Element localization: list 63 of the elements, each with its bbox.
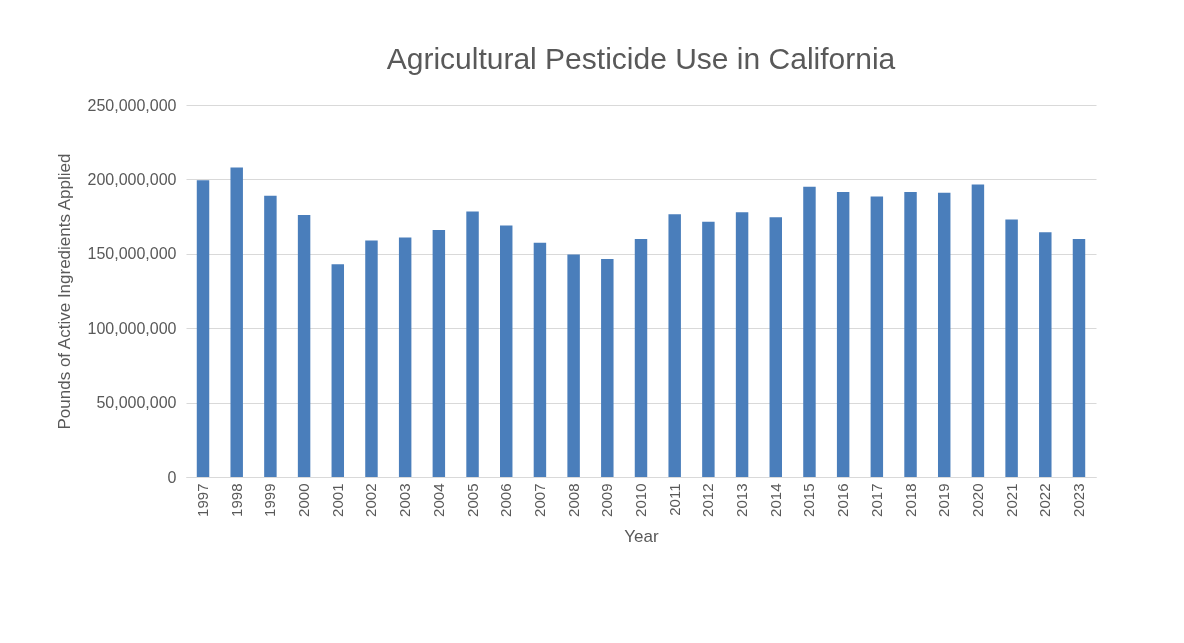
bar bbox=[971, 184, 985, 477]
x-tick-label: 2008 bbox=[564, 483, 582, 517]
y-tick-label: 100,000,000 bbox=[87, 319, 177, 337]
bar bbox=[937, 192, 951, 477]
x-tick-label: 2007 bbox=[530, 483, 548, 517]
x-tick-label: 2017 bbox=[867, 483, 885, 517]
x-tick-label: 2016 bbox=[834, 483, 852, 517]
bar bbox=[196, 180, 210, 477]
x-tick-label: 2012 bbox=[699, 483, 717, 517]
x-tick-label: 2005 bbox=[463, 483, 481, 517]
x-tick-label: 2018 bbox=[901, 483, 919, 517]
x-tick-label: 2023 bbox=[1069, 483, 1087, 517]
bar bbox=[297, 215, 311, 477]
bar bbox=[803, 186, 816, 477]
x-tick-label: 2000 bbox=[295, 483, 313, 517]
bar bbox=[264, 195, 277, 477]
y-tick-label: 250,000,000 bbox=[87, 96, 177, 114]
bar bbox=[533, 242, 547, 477]
y-axis-title: Pounds of Active Ingredients Applied bbox=[54, 153, 74, 430]
x-tick-label: 2001 bbox=[328, 483, 346, 517]
bar bbox=[769, 217, 782, 477]
x-tick-label: 1999 bbox=[261, 483, 279, 517]
x-tick-label: 2013 bbox=[733, 483, 751, 517]
bar bbox=[601, 259, 614, 477]
x-tick-label: 2004 bbox=[429, 483, 447, 517]
bar bbox=[836, 192, 850, 477]
x-tick-label: 2002 bbox=[362, 483, 380, 517]
x-tick-label: 2020 bbox=[968, 483, 986, 517]
bar bbox=[432, 229, 446, 477]
bar bbox=[904, 192, 917, 477]
y-tick-label: 0 bbox=[167, 468, 177, 486]
bar bbox=[702, 221, 715, 477]
bar bbox=[1072, 238, 1086, 477]
bar bbox=[398, 237, 412, 477]
x-tick-label: 1998 bbox=[227, 483, 245, 517]
x-tick-label: 2022 bbox=[1036, 483, 1054, 517]
x-tick-label: 2011 bbox=[665, 483, 683, 516]
x-tick-label: 2006 bbox=[497, 483, 515, 517]
bar bbox=[365, 240, 378, 477]
bar bbox=[466, 211, 479, 477]
bar bbox=[634, 238, 648, 477]
x-tick-label: 2021 bbox=[1002, 483, 1020, 517]
x-tick-label: 2009 bbox=[598, 483, 616, 517]
y-tick-label: 200,000,000 bbox=[87, 170, 177, 188]
x-tick-label: 1997 bbox=[194, 483, 212, 517]
x-tick-label: 2010 bbox=[632, 483, 649, 517]
x-tick-label: 2015 bbox=[800, 483, 818, 517]
y-tick-label: 50,000,000 bbox=[96, 394, 177, 412]
bar bbox=[500, 225, 513, 477]
bar bbox=[230, 167, 243, 477]
x-tick-label: 2019 bbox=[935, 483, 953, 517]
bar bbox=[1039, 232, 1052, 477]
bar bbox=[735, 212, 749, 477]
bar bbox=[668, 214, 681, 477]
bar bbox=[1005, 219, 1018, 477]
bar bbox=[567, 254, 580, 477]
chart-title: Agricultural Pesticide Use in California bbox=[386, 42, 896, 75]
x-axis-title: Year bbox=[624, 526, 660, 546]
x-tick-label: 2003 bbox=[396, 483, 414, 517]
bar bbox=[870, 196, 884, 477]
bar bbox=[331, 264, 345, 477]
x-tick-label: 2014 bbox=[766, 483, 784, 517]
y-tick-label: 150,000,000 bbox=[87, 245, 177, 263]
